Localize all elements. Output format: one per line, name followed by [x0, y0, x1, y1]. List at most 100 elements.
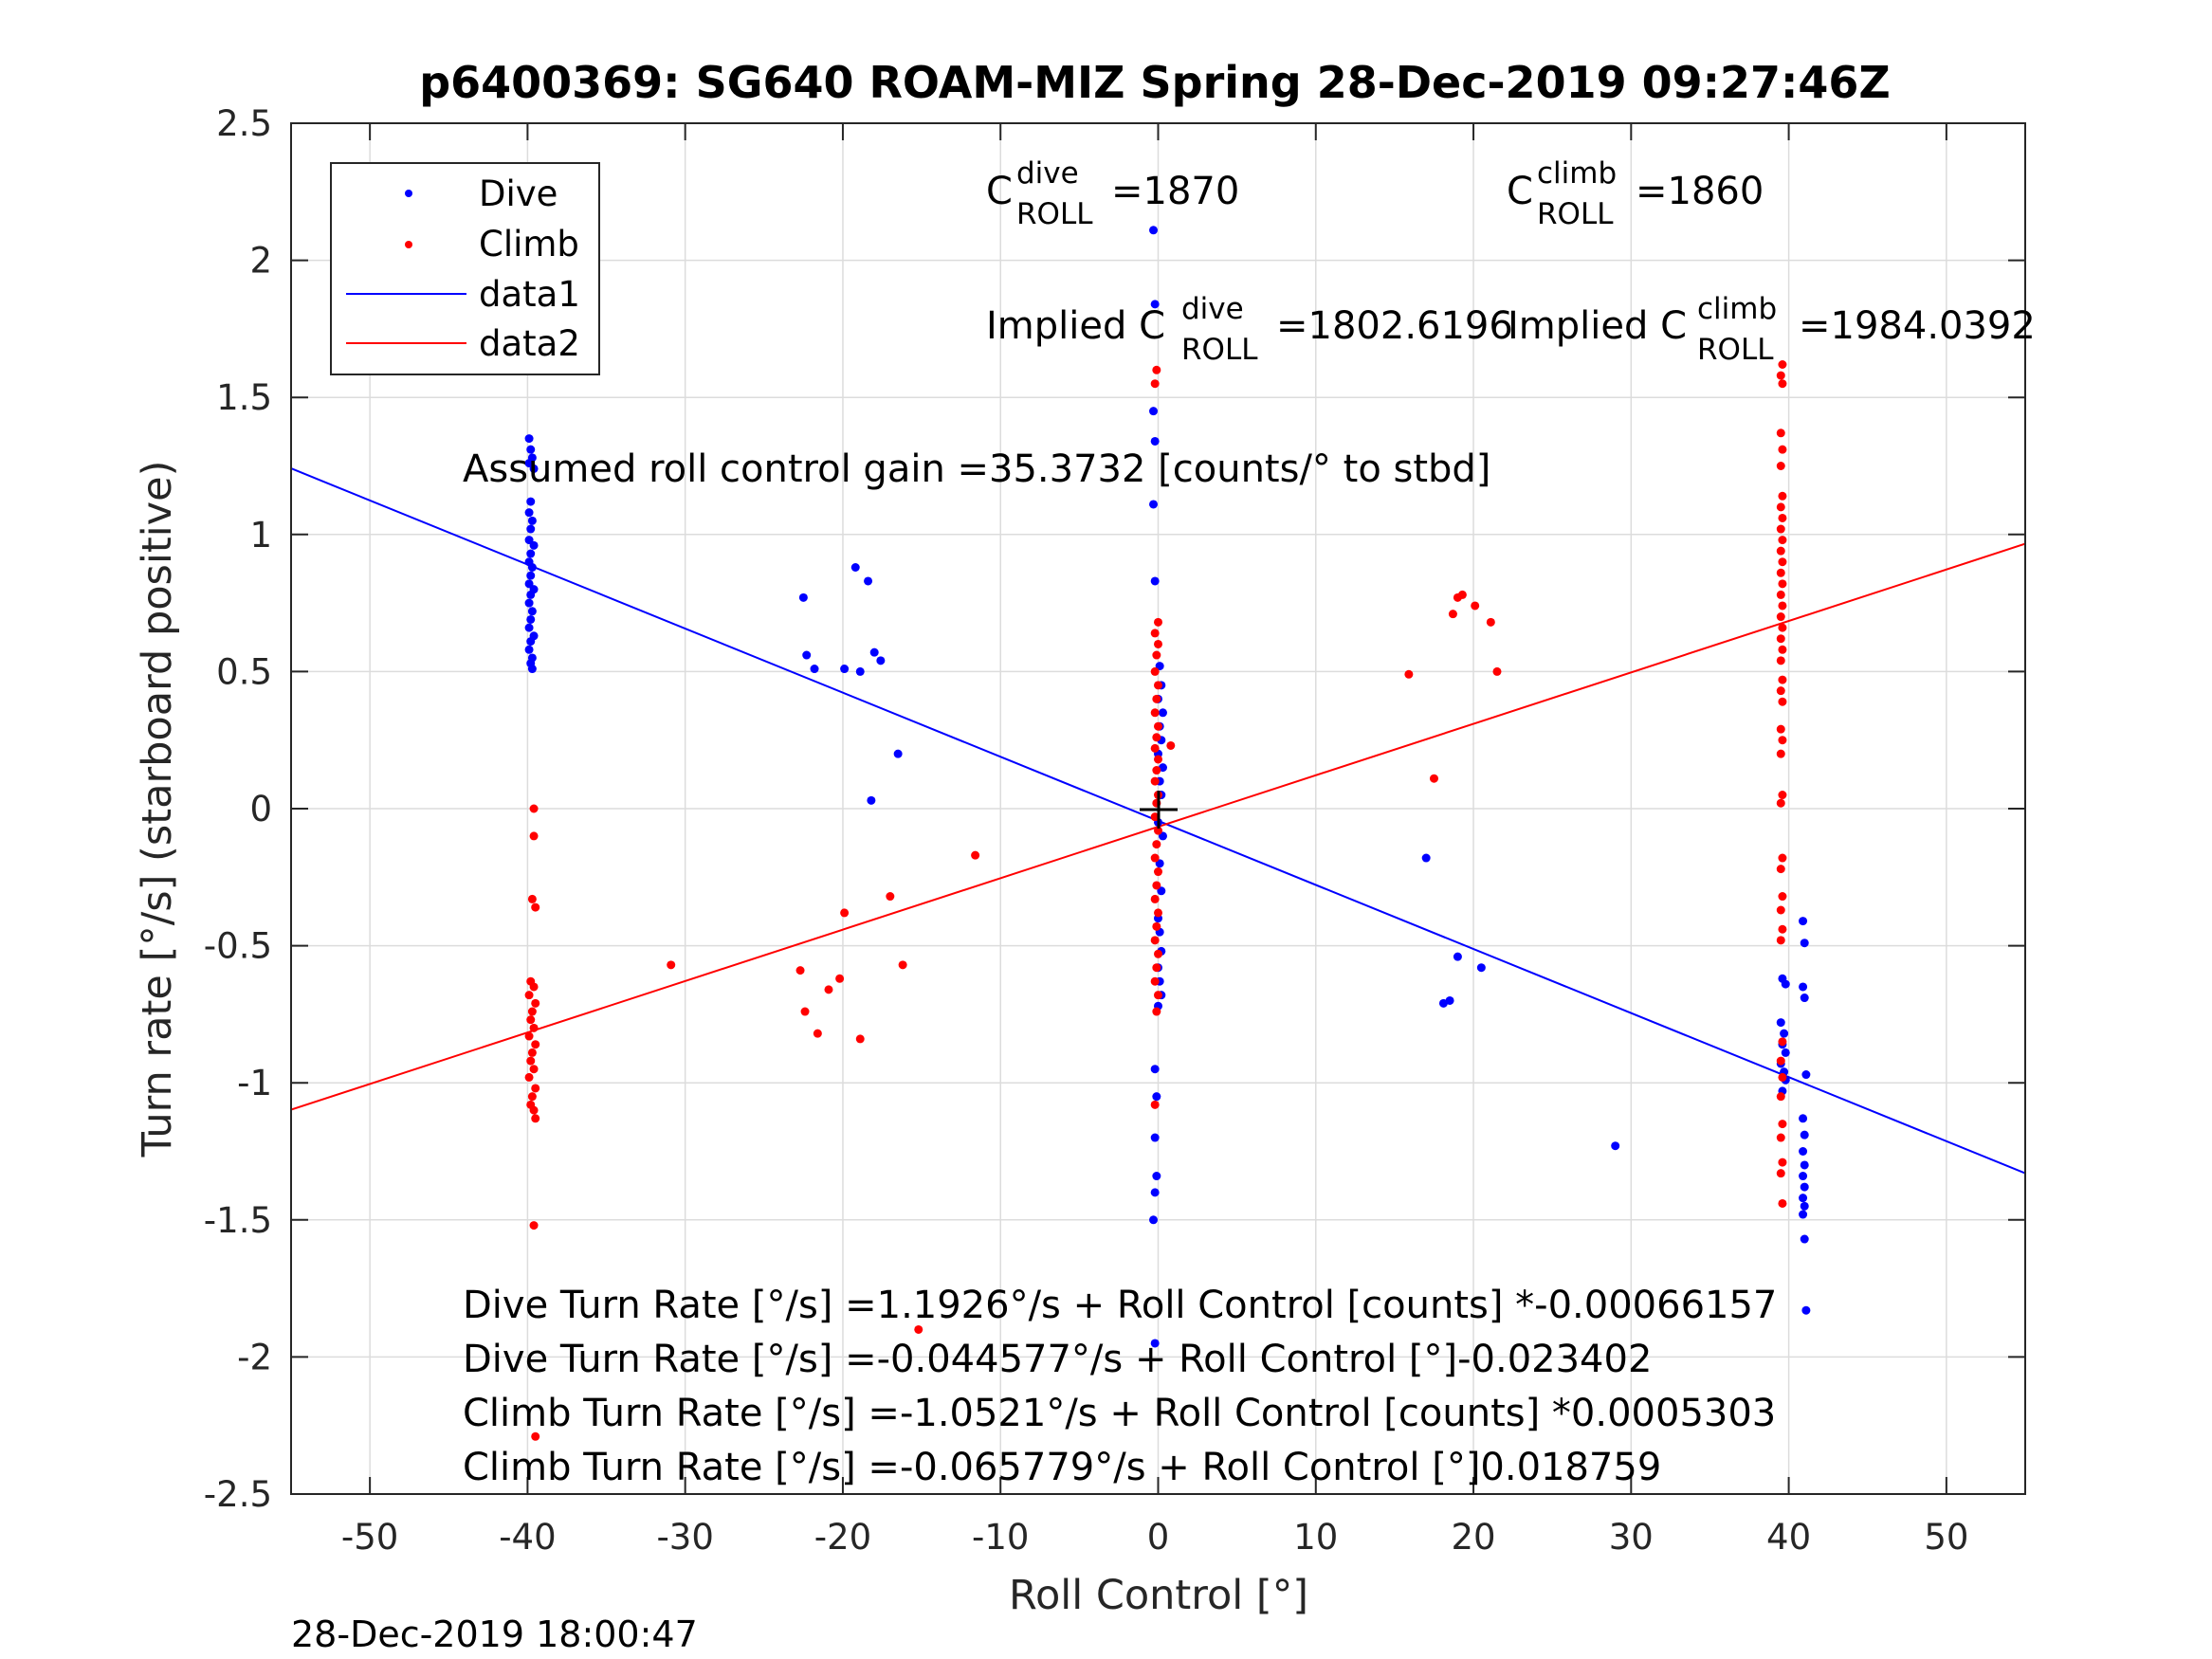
- dive-point: [1799, 1210, 1808, 1219]
- climb-point: [1154, 826, 1162, 835]
- dive-point: [867, 795, 876, 805]
- climb-point: [1778, 1120, 1787, 1129]
- climb-point: [1778, 1198, 1787, 1208]
- dive-point: [1421, 853, 1431, 863]
- dive-fit-counts-equation: Dive Turn Rate [°/s] =1.1926°/s + Roll C…: [463, 1284, 1777, 1327]
- dive-point: [1152, 1172, 1161, 1181]
- dive-point: [1149, 1215, 1159, 1225]
- dive-point: [1799, 917, 1808, 926]
- dive-point: [527, 607, 537, 616]
- climb-point: [1776, 428, 1785, 438]
- dive-point: [529, 464, 539, 473]
- climb-point: [824, 985, 833, 994]
- dive-point: [524, 598, 534, 608]
- c-roll-dive-symbol: C: [986, 170, 1013, 213]
- dive-point: [526, 524, 536, 534]
- x-tick-label: 10: [1293, 1517, 1338, 1558]
- dive-point: [1149, 407, 1159, 416]
- climb-point: [1152, 840, 1161, 849]
- climb-point: [531, 998, 540, 1008]
- dive-point: [1799, 1194, 1808, 1203]
- climb-point: [1776, 749, 1785, 758]
- climb-point: [1776, 656, 1785, 665]
- implied-c-roll-dive-label: Implied C: [986, 304, 1165, 348]
- legend-label-dive: Dive: [479, 173, 558, 214]
- dive-point: [1801, 1305, 1811, 1315]
- climb-point: [1429, 774, 1438, 783]
- climb-point: [1778, 491, 1787, 501]
- climb-point: [1778, 379, 1787, 389]
- dive-point: [855, 666, 865, 676]
- climb-point: [1471, 601, 1480, 611]
- climb-point: [1152, 921, 1161, 931]
- climb-point: [1776, 612, 1785, 622]
- climb-point: [1448, 610, 1457, 619]
- dive-point: [802, 650, 812, 660]
- implied-c-roll-climb-value: =1984.0392: [1799, 304, 2036, 348]
- axes-box: [290, 122, 2026, 1495]
- y-tick-label: -1.5: [204, 1200, 272, 1241]
- dive-point: [524, 645, 534, 654]
- implied-c-roll-dive-annotation: Implied C dive ROLL =1802.6196: [986, 292, 1513, 367]
- dive-point: [1800, 1234, 1809, 1244]
- y-tick-label: 1.5: [216, 377, 272, 418]
- x-tick-label: 0: [1147, 1517, 1170, 1558]
- y-tick-label: -0.5: [204, 926, 272, 967]
- climb-point: [1150, 1100, 1160, 1109]
- climb-point: [835, 974, 845, 983]
- dive-point: [1776, 1018, 1785, 1028]
- y-tick-label: -2.5: [204, 1474, 272, 1515]
- climb-point: [1150, 379, 1160, 389]
- climb-point: [1778, 513, 1787, 522]
- x-tick-label: 50: [1924, 1517, 1968, 1558]
- climb-point: [527, 1092, 537, 1102]
- x-tick-label: -10: [972, 1517, 1029, 1558]
- climb-point: [526, 1056, 536, 1066]
- climb-point: [1150, 776, 1160, 786]
- dive-point: [1800, 994, 1809, 1003]
- climb-point: [1778, 645, 1787, 654]
- dive-point: [1150, 576, 1160, 586]
- climb-point: [1150, 812, 1160, 822]
- climb-point: [1166, 740, 1176, 750]
- dive-point: [1611, 1141, 1620, 1151]
- climb-point: [529, 982, 539, 992]
- climb-point: [1776, 1056, 1785, 1066]
- x-tick-label: -30: [656, 1517, 713, 1558]
- dive-point: [1149, 500, 1159, 509]
- implied-c-roll-climb-subscript: ROLL: [1697, 333, 1774, 367]
- dive-point: [526, 614, 536, 624]
- climb-point: [914, 1324, 923, 1334]
- climb-point: [1776, 524, 1785, 534]
- dive-fit-degrees-equation: Dive Turn Rate [°/s] =-0.044577°/s + Rol…: [463, 1338, 1652, 1381]
- dive-point: [526, 549, 536, 558]
- climb-point: [1778, 853, 1787, 863]
- climb-point: [1778, 675, 1787, 684]
- climb-point: [971, 850, 980, 860]
- climb-point: [1778, 601, 1787, 611]
- legend-label-climb: Climb: [479, 224, 579, 264]
- dive-point: [1799, 1172, 1808, 1181]
- dive-point: [1799, 1147, 1808, 1156]
- c-roll-dive-superscript: dive: [1016, 156, 1079, 191]
- climb-point: [1154, 755, 1162, 764]
- legend-marker-climb: [405, 241, 412, 248]
- origin-marker: [1140, 791, 1178, 829]
- x-axis-label: Roll Control [°]: [1009, 1572, 1308, 1619]
- climb-point: [1154, 681, 1162, 690]
- climb-point: [1778, 924, 1787, 934]
- dive-point: [526, 571, 536, 580]
- climb-point: [531, 1084, 540, 1093]
- climb-point: [1152, 1007, 1161, 1016]
- dive-point: [524, 434, 534, 444]
- climb-point: [1778, 791, 1787, 800]
- climb-point: [529, 1065, 539, 1074]
- climb-point: [1778, 1037, 1787, 1047]
- scatter-points: [524, 226, 1811, 1441]
- climb-point: [531, 902, 540, 912]
- climb-point: [526, 1015, 536, 1025]
- climb-point: [529, 804, 539, 813]
- climb-point: [1776, 1092, 1785, 1102]
- climb-point: [1154, 867, 1162, 877]
- dive-point: [524, 508, 534, 518]
